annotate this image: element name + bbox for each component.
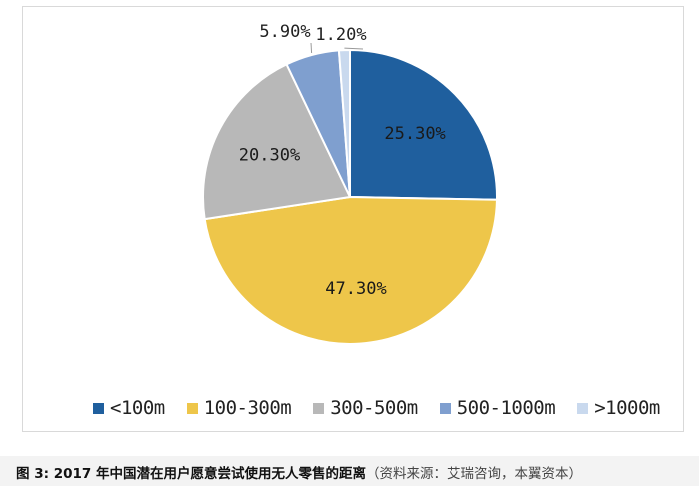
legend-item-300-500m: 300-500m [313,397,418,419]
pie-slice-100-300m [203,195,498,345]
pie-chart: 25.30% 47.30% 20.30% 5.90% 1.20% [202,22,498,345]
chart-frame: 25.30% 47.30% 20.30% 5.90% 1.20% <100m 100-30… [22,6,684,432]
legend-label: <100m [110,397,165,419]
leader-line-500-1000m [310,42,313,54]
legend-item-500-1000m: 500-1000m [439,397,556,419]
legend-swatch [93,402,104,414]
data-label-100-300m: 47.30% [325,279,386,299]
data-label-100m: 25.30% [384,124,445,144]
data-label-1000m: 1.20% [315,25,366,45]
legend-swatch [577,402,589,414]
leader-line-1000m [344,47,364,50]
legend-item-100-300m: 100-300m [186,397,292,419]
caption-source: （资料来源：艾瑞咨询，本翼资本） [365,466,582,482]
legend-label: >1000m [594,397,660,419]
pie-slice-300-500m [202,63,352,221]
legend-label: 100-300m [203,397,292,419]
legend-swatch [313,402,325,414]
legend-swatch [439,402,451,414]
data-label-300-500m: 20.30% [239,145,300,165]
legend-item-1000m: >1000m [577,397,660,419]
data-label-500-1000m: 5.90% [259,22,310,42]
legend-label: 300-500m [330,397,418,419]
pie-slice-1000m [337,48,351,198]
figure-caption: 图 3: 2017 年中国潜在用户愿意尝试使用无人零售的距离（资料来源：艾瑞咨询… [16,462,582,482]
legend-item-100m: <100m [93,397,165,419]
legend-swatch [186,402,198,414]
pie-slice-100m [349,48,498,201]
caption-title: 图 3: 2017 年中国潜在用户愿意尝试使用无人零售的距离 [16,466,366,482]
caption-bar: 图 3: 2017 年中国潜在用户愿意尝试使用无人零售的距离（资料来源：艾瑞咨询… [0,456,699,486]
legend: <100m 100-300m 300-500m 500-1000m >1000m [93,397,682,419]
legend-label: 500-1000m [456,397,556,419]
